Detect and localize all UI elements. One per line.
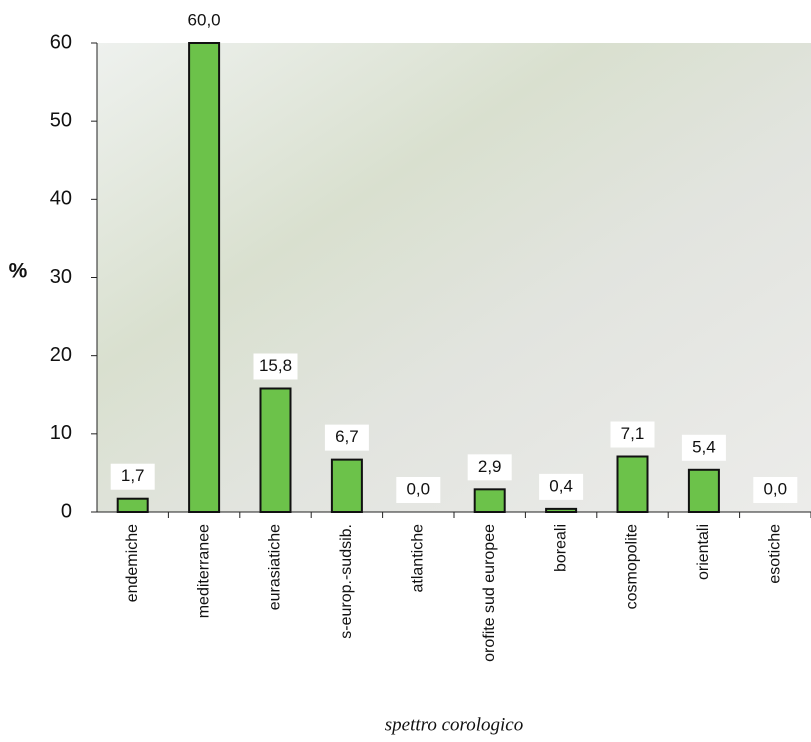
value-label: 60,0 (188, 10, 221, 29)
x-tick-label: orientali (695, 524, 712, 580)
value-label-box (182, 8, 227, 34)
bar (687, 468, 720, 514)
value-label-box (396, 477, 441, 503)
value-label-box (110, 463, 155, 490)
value-label: 6,7 (335, 427, 359, 446)
value-label: 0,0 (406, 479, 430, 498)
value-label: 0,0 (763, 479, 787, 498)
value-label-box (539, 473, 584, 500)
x-tick-label: cosmopolite (624, 524, 641, 609)
y-tick-label: 50 (50, 109, 72, 131)
value-label-box (610, 421, 655, 448)
x-axis-title: spettro corologico (385, 714, 523, 735)
x-tick-label: mediterranee (195, 524, 212, 618)
bar (545, 507, 578, 513)
bar (259, 387, 292, 514)
value-label: 5,4 (692, 437, 716, 456)
y-tick-label: 0 (61, 500, 72, 522)
y-tick-label: 10 (50, 422, 72, 444)
value-label-box (467, 454, 512, 481)
value-label-box (324, 424, 369, 451)
y-tick-label: 40 (50, 188, 72, 210)
value-label: 2,9 (478, 457, 502, 476)
x-tick-label: endemiche (124, 524, 141, 602)
bar (330, 458, 363, 513)
bar (188, 42, 221, 513)
value-label: 15,8 (259, 356, 292, 375)
x-tick-label: boreali (552, 524, 569, 572)
y-tick-label: 60 (50, 31, 72, 53)
x-tick-label: eurasiatiche (267, 524, 284, 610)
x-tick-label: esotiche (767, 524, 784, 584)
value-label-box (253, 353, 298, 380)
bar (116, 497, 149, 514)
x-tick-label: s-europ.-sudsib. (338, 524, 355, 639)
bar (616, 455, 649, 514)
x-tick-label: orofite sud europee (481, 524, 498, 662)
y-axis-title: % (9, 260, 28, 283)
value-label: 0,4 (549, 476, 573, 495)
value-label: 1,7 (121, 466, 145, 485)
value-label-box (753, 477, 798, 503)
bar (473, 488, 506, 513)
x-tick-label: atlantiche (410, 524, 427, 593)
value-label-box (681, 434, 726, 461)
y-tick-label: 20 (50, 344, 72, 366)
y-tick-label: 30 (50, 266, 72, 288)
value-label: 7,1 (621, 424, 645, 443)
